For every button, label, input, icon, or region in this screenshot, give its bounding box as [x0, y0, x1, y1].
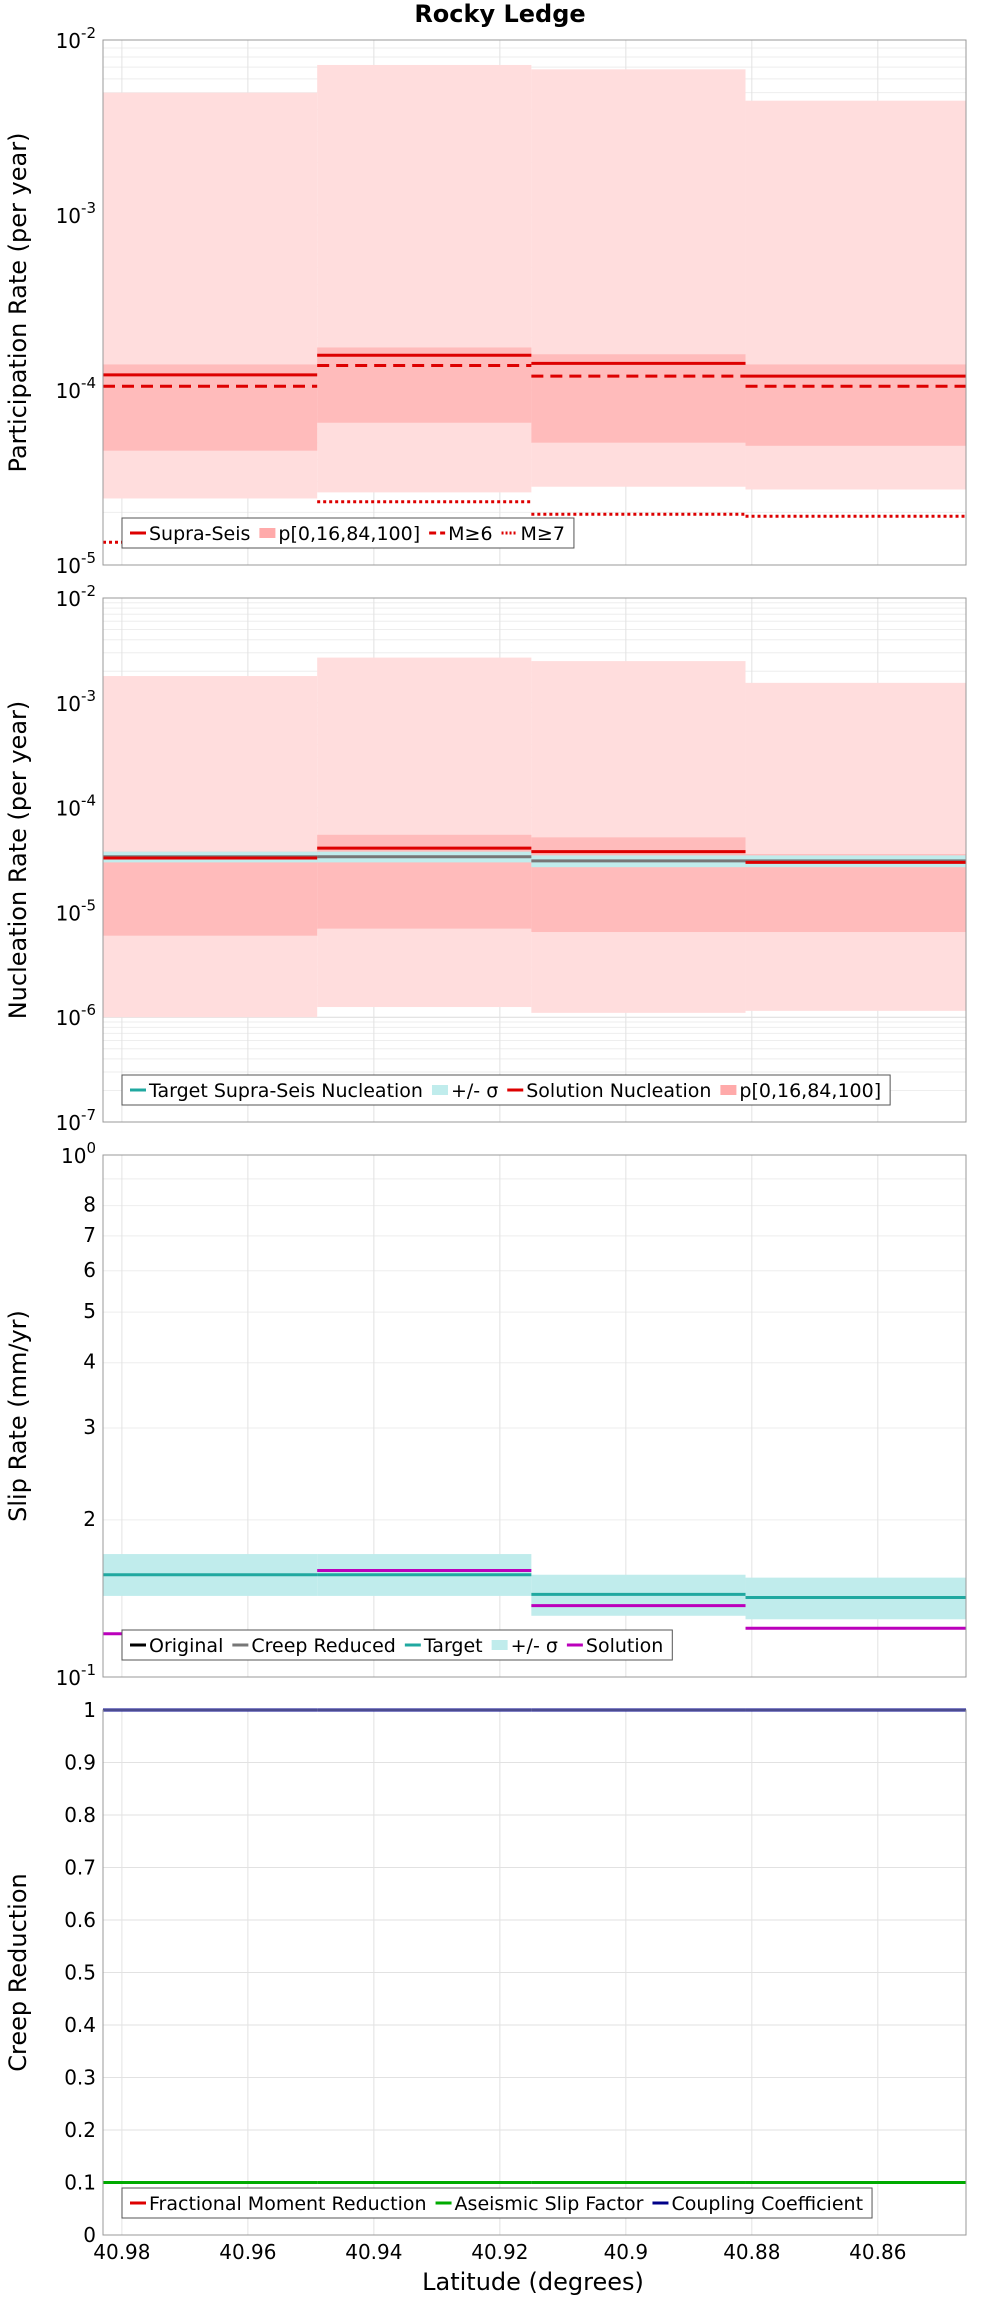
y-axis-label: Participation Rate (per year)	[4, 133, 32, 473]
y-tick-label: 0	[83, 2223, 96, 2247]
y-tick-label: 10-6	[56, 1001, 96, 1030]
legend-label: Supra-Seis	[149, 523, 250, 545]
y-minor-tick-label: 6	[83, 1258, 96, 1282]
x-tick-label: 40.88	[723, 2240, 780, 2264]
legend-label: +/- σ	[451, 1080, 498, 1102]
legend-label: Target Supra-Seis Nucleation	[148, 1080, 423, 1102]
y-axis-label: Creep Reduction	[4, 1873, 32, 2071]
legend-box	[121, 1074, 891, 1106]
band-p0-100-section-1	[103, 676, 318, 1018]
plot-frame	[102, 1154, 967, 1678]
y-minor-tick-label: 8	[83, 1193, 96, 1217]
legend-box	[121, 517, 575, 549]
y-tick-label: 10-3	[56, 687, 96, 716]
y-tick-label: 10-7	[56, 1106, 96, 1135]
band-p0-100-section-2	[317, 657, 532, 1008]
y-tick-label: 10-1	[56, 1661, 96, 1690]
y-minor-tick-label: 5	[83, 1299, 96, 1323]
plot-frame	[102, 39, 967, 566]
band-p16-84-section-1	[103, 364, 318, 451]
legend-label: M≥6	[448, 523, 492, 545]
band-p16-84-section-3	[531, 354, 746, 443]
x-axis-label: Latitude (degrees)	[422, 2268, 644, 2296]
y-tick-label: 10-4	[56, 374, 96, 403]
y-minor-tick-label: 3	[83, 1415, 96, 1439]
plot-frame	[102, 1709, 967, 2236]
band-p0-100-section-2	[317, 64, 532, 493]
y-minor-tick-label: 4	[83, 1350, 96, 1374]
legend-box	[121, 2187, 873, 2219]
legend-label: Original	[149, 1635, 223, 1657]
x-tick-label: 40.94	[345, 2240, 402, 2264]
legend-swatch	[259, 528, 276, 538]
y-axis-label: Nucleation Rate (per year)	[4, 701, 32, 1020]
legend-label: Fractional Moment Reduction	[149, 2193, 427, 2215]
y-tick-label: 0.1	[64, 2171, 96, 2195]
legend-swatch	[431, 1085, 448, 1095]
legend-label: Aseismic Slip Factor	[455, 2193, 644, 2215]
y-tick-label: 10-2	[56, 24, 96, 53]
y-tick-label: 0.3	[64, 2066, 96, 2090]
y-tick-label: 0.5	[64, 1961, 96, 1985]
legend: Supra-Seis p[0,16,84,100] M≥6 M≥7	[121, 517, 575, 549]
x-tick-label: 40.9	[604, 2240, 649, 2264]
y-tick-label: 0.6	[64, 1908, 96, 1932]
panel-participation: 10-5 10-4 10-3 10-2 Participation Rate (per …	[4, 24, 967, 578]
legend-label: Coupling Coefficient	[671, 2193, 863, 2215]
panels-group: 10-5 10-4 10-3 10-2 Participation Rate (per …	[4, 24, 967, 2264]
y-axis-label: Slip Rate (mm/yr)	[4, 1310, 32, 1522]
x-tick-label: 40.98	[93, 2240, 150, 2264]
legend-label: M≥7	[521, 523, 565, 545]
panel-creep: 0 0.1 0.2 0.3 0.4 0.5 0.6 0.7 0.8 0.9 1 Creep Reduc…	[4, 1698, 967, 2247]
y-minor-tick-label: 2	[83, 1507, 96, 1531]
y-tick-label: 0.7	[64, 1856, 96, 1880]
band-p16-84-section-2	[317, 347, 532, 423]
legend-label: Solution	[586, 1635, 663, 1657]
band-p0-100-section-3	[531, 661, 746, 1013]
y-tick-label: 100	[61, 1139, 96, 1168]
band-p16-84-section-4	[745, 364, 966, 446]
legend-label: +/- σ	[511, 1635, 558, 1657]
y-tick-label: 10-2	[56, 582, 96, 611]
y-tick-label: 10-5	[56, 549, 96, 578]
band-p16-84-section-2	[317, 834, 532, 929]
legend-label: Target	[423, 1635, 483, 1657]
legend-swatch	[720, 1085, 737, 1095]
y-tick-label: 0.4	[64, 2013, 96, 2037]
y-tick-label: 10-4	[56, 792, 96, 821]
legend-label: p[0,16,84,100]	[278, 523, 420, 545]
legend-label: Creep Reduced	[251, 1635, 395, 1657]
y-tick-label: 0.9	[64, 1751, 96, 1775]
x-tick-label: 40.96	[219, 2240, 276, 2264]
y-minor-tick-label: 7	[83, 1223, 96, 1247]
panel-nucleation: 10-7 10-6 10-5 10-4 10-3 10-2 Nucleation Rate …	[4, 582, 967, 1135]
legend: Target Supra-Seis Nucleation +/- σ Solutio…	[121, 1074, 891, 1106]
legend: Fractional Moment Reduction Aseismic Slip…	[121, 2187, 873, 2219]
legend-label: Solution Nucleation	[526, 1080, 711, 1102]
band-p16-84-section-1	[103, 851, 318, 936]
y-tick-label: 0.8	[64, 1803, 96, 1827]
y-tick-label: 0.2	[64, 2118, 96, 2142]
x-tick-label: 40.92	[471, 2240, 528, 2264]
band-p0-100-section-4	[745, 682, 966, 1011]
y-tick-label: 1	[83, 1698, 96, 1722]
legend-label: p[0,16,84,100]	[739, 1080, 881, 1102]
plot-frame	[102, 597, 967, 1123]
legend-swatch	[491, 1640, 508, 1650]
panel-slip: 100 10-1 2 3 4 5 6 7 8 Slip Rate (mm/yr) Original C…	[4, 1139, 967, 1690]
chart-title: Rocky Ledge	[414, 0, 585, 28]
x-tick-label: 40.86	[849, 2240, 906, 2264]
y-tick-label: 10-5	[56, 896, 96, 925]
y-tick-label: 10-3	[56, 199, 96, 228]
legend: Original Creep Reduced Target +/- σ Solution	[121, 1629, 673, 1661]
